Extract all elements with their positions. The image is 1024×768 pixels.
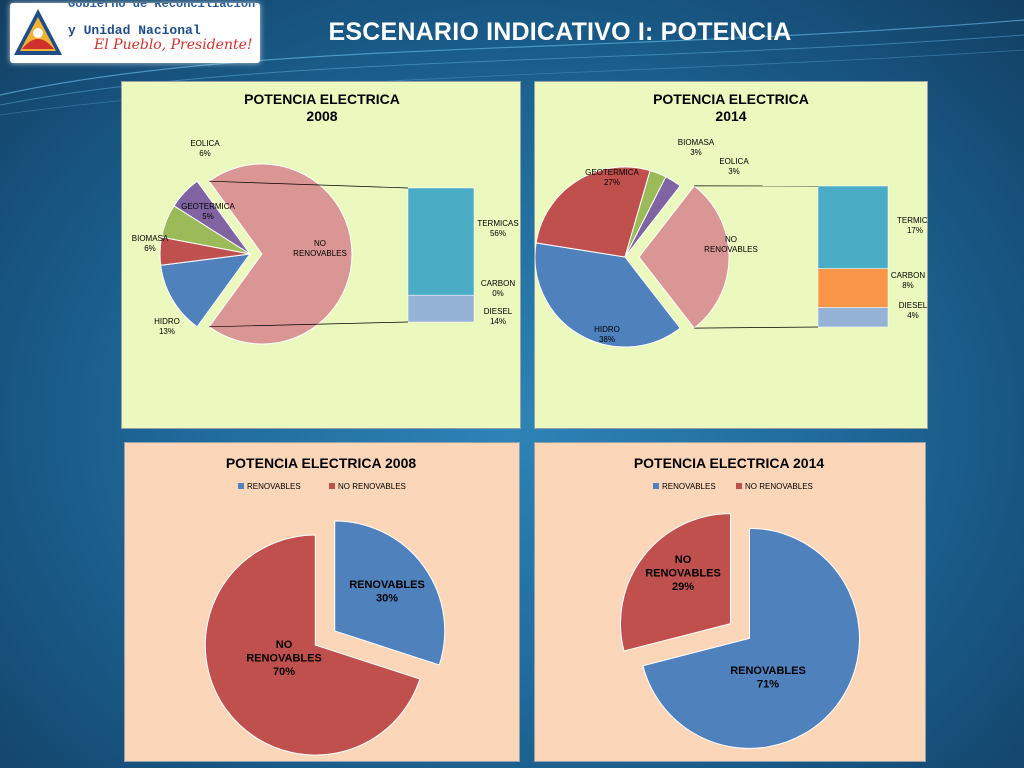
data-label-hidro: HIDRO 38%: [594, 325, 620, 344]
legend-swatch-renovables: [653, 483, 659, 489]
pie-of-pie-chart-2014: POTENCIA ELECTRICA 2014 NO RENOVABLES HIDRO 3…: [534, 91, 934, 348]
chart-title: POTENCIA ELECTRICA 2014: [653, 91, 809, 124]
chart-title: POTENCIA ELECTRICA 2014: [634, 455, 825, 471]
pie-slice-hidro: [534, 242, 681, 348]
connector-line-bottom: [694, 326, 819, 329]
pie-slice-eolica: [624, 176, 681, 258]
pie-slice-no-renovables: [620, 513, 732, 652]
data-label-renovables: RENOVABLES 30%: [349, 579, 425, 604]
government-logo: Gobierno de Reconciliación y Unidad Naci…: [10, 3, 260, 63]
chart-panel-2008-detail: POTENCIA ELECTRICA 2008 NO RENOVABLES HIDRO 1…: [121, 81, 521, 429]
pie-chart-2014: POTENCIA ELECTRICA 2014 RENOVABLES NO RENO…: [620, 455, 860, 749]
pie-slice-no-renovables: [208, 163, 353, 345]
data-label-diesel: DIESEL 14%: [484, 307, 513, 326]
pie-slice-hidro: [160, 253, 252, 328]
data-label-biomasa: BIOMASA 6%: [132, 234, 169, 253]
data-label-biomasa: BIOMASA 3%: [678, 138, 715, 157]
data-label-hidro: HIDRO 13%: [154, 317, 180, 336]
data-label-termica: TERMICA17%: [897, 216, 927, 235]
triangle-emblem-icon: [14, 9, 62, 55]
data-label-diesel: DIESEL 4%: [899, 301, 927, 320]
data-label-eolica: EOLICA 6%: [190, 139, 220, 158]
legend-swatch-renovables: [238, 483, 244, 489]
bar-segment-termicas: [407, 187, 475, 296]
pie-slice-renovables: [334, 520, 446, 666]
legend-swatch-no-renovables: [736, 483, 742, 489]
pie-slice-eolica: [173, 180, 251, 255]
chart-panel-2014-summary: POTENCIA ELECTRICA 2014 RENOVABLES NO RENO…: [534, 442, 926, 762]
logo-line-2: y Unidad Nacional: [68, 23, 201, 38]
pie-slice-geotermica: [535, 166, 651, 258]
data-label-renovables: RENOVABLES 71%: [730, 665, 806, 690]
legend-swatch-no-renovables: [329, 483, 335, 489]
bar-segment-diesel: [407, 294, 475, 323]
legend-label-no-renovables: NO RENOVABLES: [338, 482, 406, 491]
pie-of-pie-chart-2008: POTENCIA ELECTRICA 2008 NO RENOVABLES HIDRO 1…: [132, 91, 519, 345]
data-label-carbon: CARBON 0%: [481, 279, 515, 298]
logo-slogan: El Pueblo, Presidente!: [94, 37, 253, 53]
chart-panel-2008-summary: POTENCIA ELECTRICA 2008 RENOVABLES NO RENO…: [124, 442, 520, 762]
pie-slice-no-renovables: [204, 534, 421, 756]
data-label-eolica: EOLICA 3%: [719, 157, 749, 176]
bar-segment-diesel: [817, 307, 889, 328]
connector-line-top: [209, 180, 409, 189]
data-label-no-renovables: NO RENOVABLES 70%: [246, 639, 322, 678]
data-label-termicas: TERMICAS 56%: [477, 219, 518, 238]
pie-slice-renovables: [642, 527, 860, 749]
data-label-carbon: CARBON 8%: [891, 271, 925, 290]
legend-label-renovables: RENOVABLES: [247, 482, 301, 491]
data-label-no-renovables: NO RENOVABLES 29%: [645, 554, 721, 593]
bar-segment-carbon: [817, 268, 889, 308]
page-title: ESCENARIO INDICATIVO I: POTENCIA: [328, 18, 792, 46]
data-label-geotermica: GEOTERMICA 27%: [585, 168, 639, 187]
logo-line-1: Gobierno de Reconciliación: [68, 3, 256, 11]
chart-title: POTENCIA ELECTRICA 2008: [226, 455, 417, 471]
chart-title: POTENCIA ELECTRICA 2008: [244, 91, 400, 124]
legend-label-renovables: RENOVABLES: [662, 482, 716, 491]
connector-line-bottom: [209, 321, 409, 328]
chart-panel-2014-detail: POTENCIA ELECTRICA 2014 NO RENOVABLES HIDRO 3…: [534, 81, 934, 429]
data-label-no-renovables: NO RENOVABLES: [293, 239, 347, 258]
pie-chart-2008: POTENCIA ELECTRICA 2008 RENOVABLES NO RENO…: [204, 455, 446, 756]
data-label-geotermica: GEOTERMICA 5%: [181, 202, 235, 221]
legend-label-no-renovables: NO RENOVABLES: [745, 482, 813, 491]
data-label-no-renovables: NO RENOVABLES: [704, 235, 758, 254]
bar-segment-termica: [817, 185, 889, 269]
pie-slice-no-renovables: [638, 185, 730, 329]
